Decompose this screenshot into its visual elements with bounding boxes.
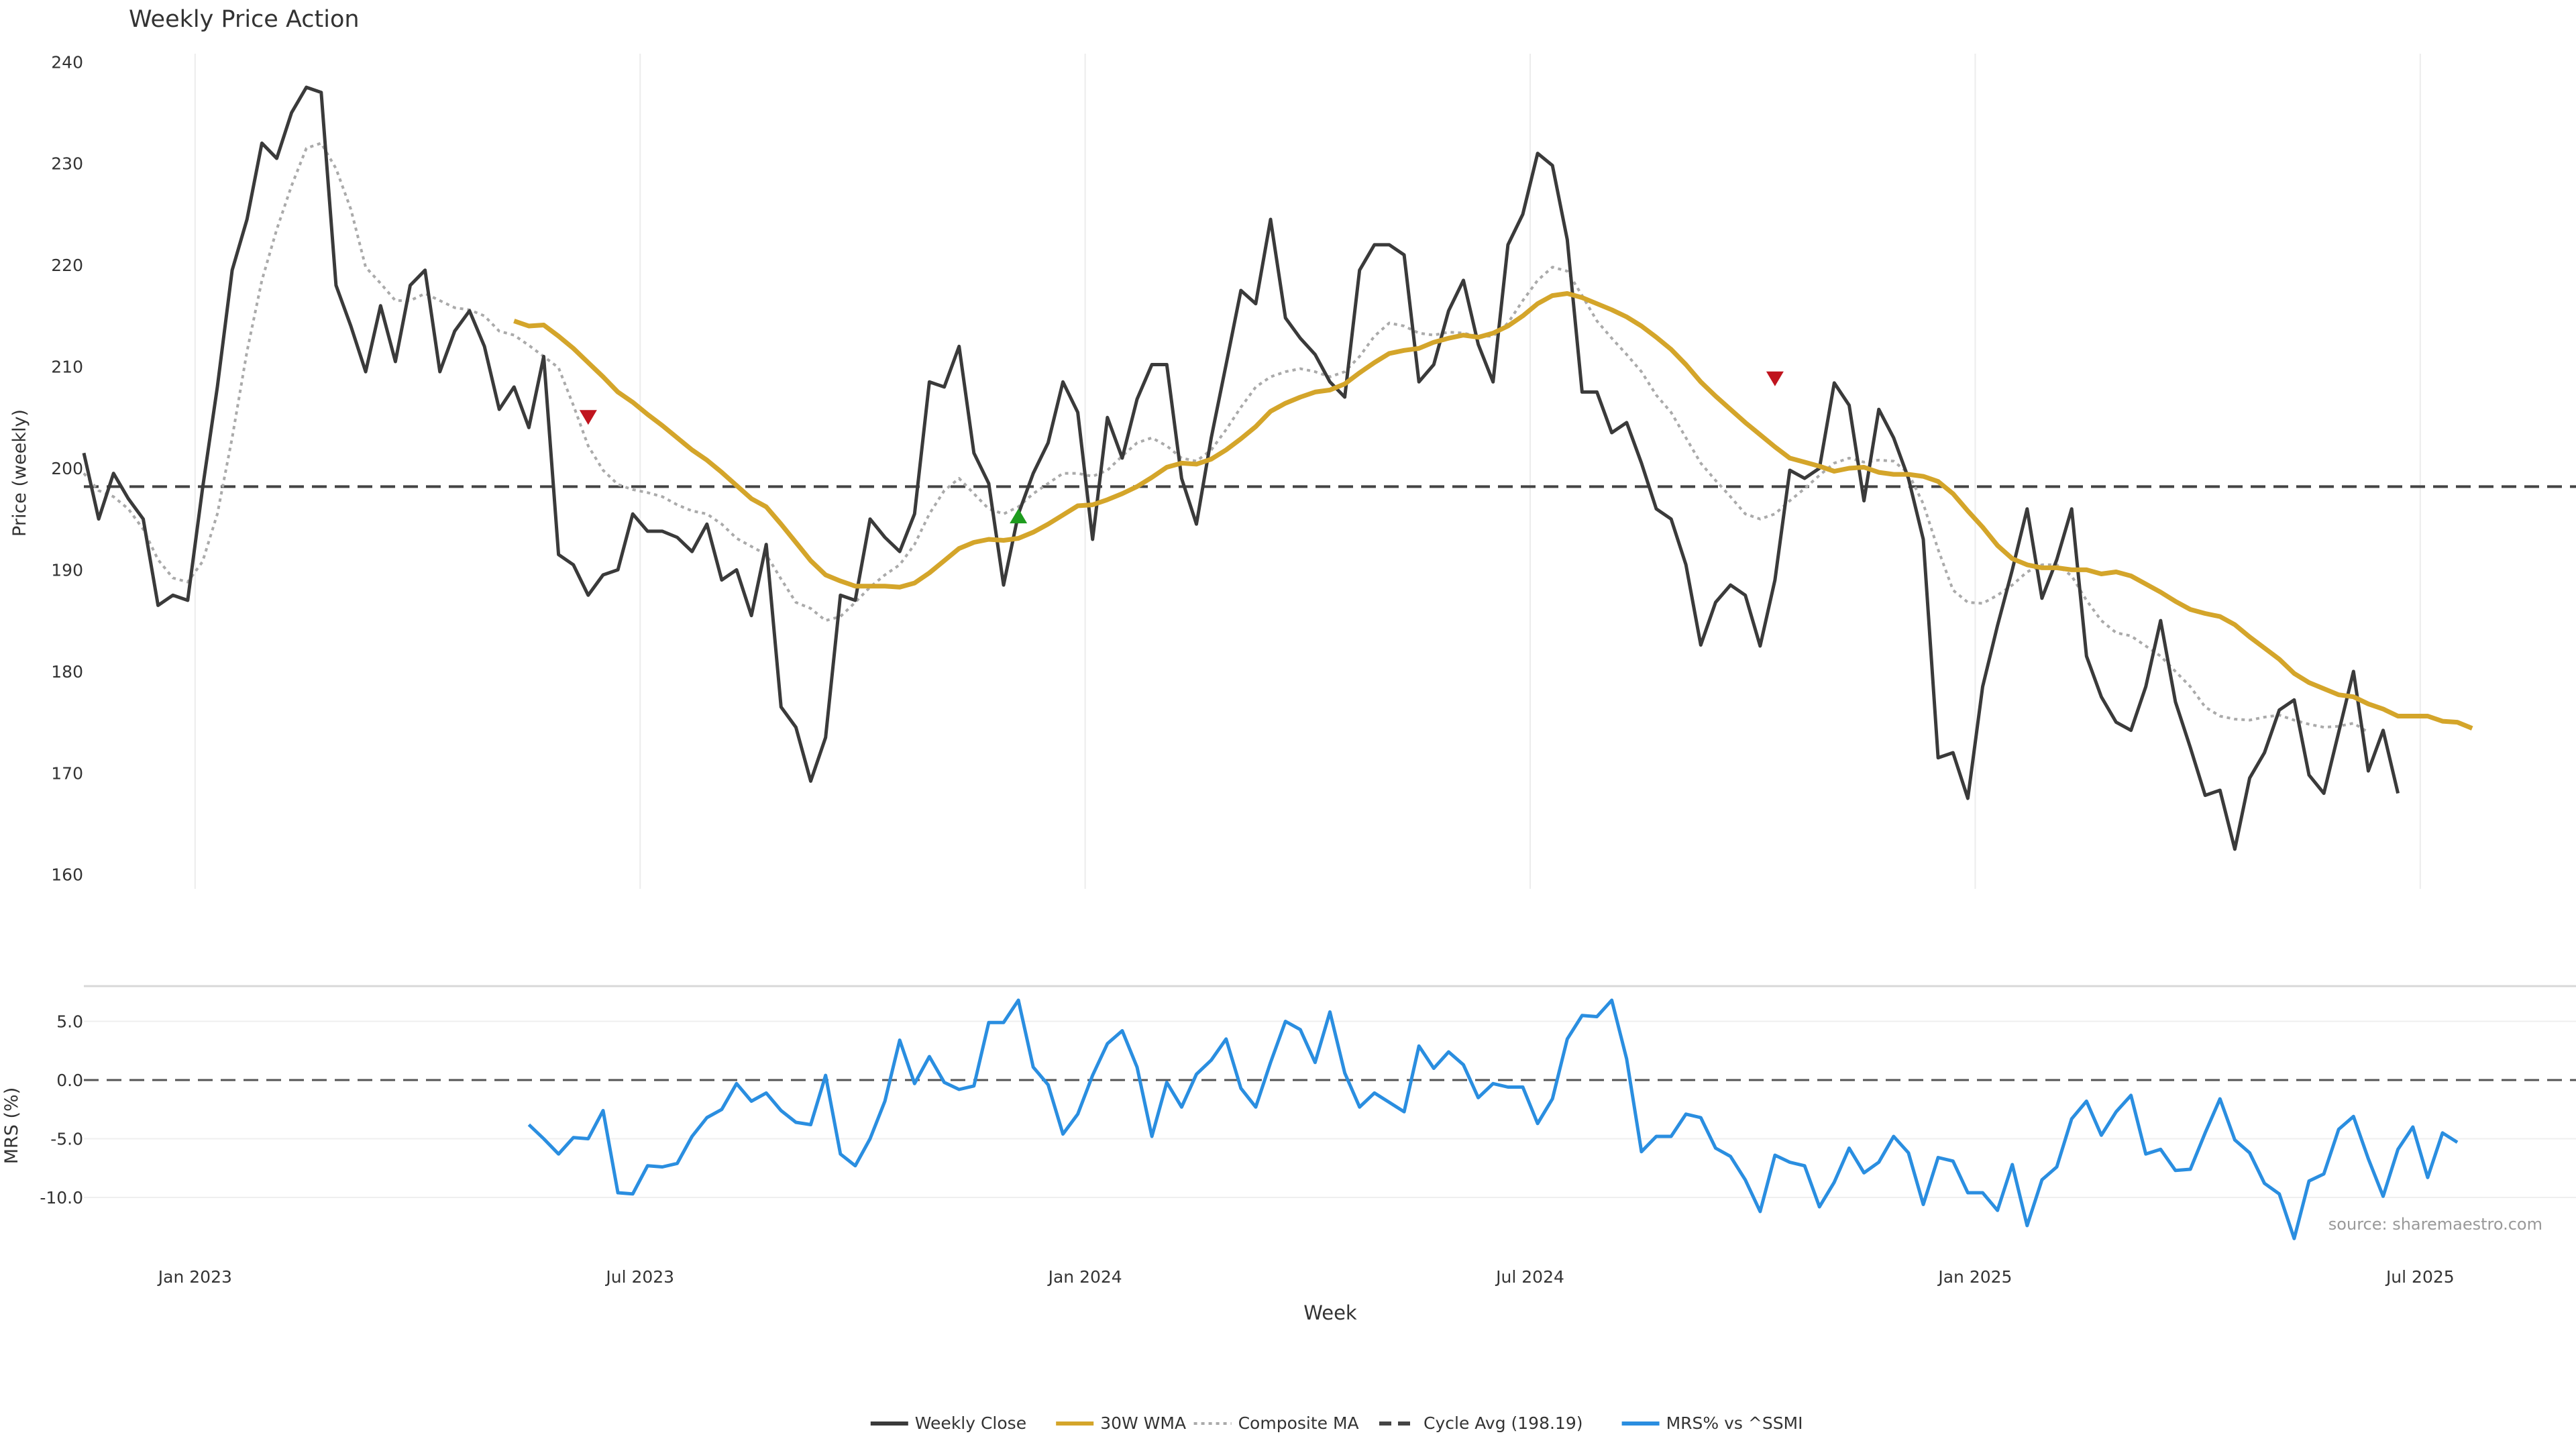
legend-label: 30W WMA: [1100, 1413, 1186, 1433]
mrs-y-axis-label: MRS (%): [1, 1087, 22, 1165]
x-tick-label: Jan 2024: [1047, 1267, 1122, 1287]
legend-label: Weekly Close: [915, 1413, 1026, 1433]
x-tick-label: Jul 2023: [604, 1267, 674, 1287]
price-y-tick-label: 220: [51, 256, 83, 275]
buy-signal-marker: [1010, 508, 1028, 524]
price-y-tick-label: 240: [51, 52, 83, 72]
weekly-close-line: [82, 85, 2400, 851]
mrs-grid: [84, 1020, 2576, 1198]
price-y-axis-label: Price (weekly): [9, 409, 30, 537]
price-y-tick-label: 200: [51, 459, 83, 478]
x-axis: Jan 2023 Jul 2023 Jan 2024 Jul 2024 Jan 2025…: [157, 1267, 2455, 1287]
legend-label: MRS% vs ^SSMI: [1666, 1413, 1803, 1433]
x-axis-label: Week: [1303, 1301, 1357, 1324]
price-y-tick-label: 190: [51, 560, 83, 580]
price-y-axis: 160 170 180 190 200 210 220 230 240: [51, 52, 83, 884]
chart-title: Weekly Price Action: [129, 6, 360, 33]
price-grid: [194, 54, 2421, 889]
legend: Weekly Close 30W WMA Composite MA Cycle Avg…: [870, 1413, 1803, 1433]
price-y-tick-label: 170: [51, 763, 83, 783]
legend-label: Cycle Avg (198.19): [1424, 1413, 1583, 1433]
mrs-y-tick-label: -10.0: [40, 1188, 83, 1208]
legend-label: Composite MA: [1238, 1413, 1359, 1433]
price-y-tick-label: 210: [51, 358, 83, 377]
mrs-line: [527, 998, 2459, 1240]
x-tick-label: Jul 2024: [1495, 1267, 1564, 1287]
sell-signal-marker: [1766, 371, 1784, 386]
x-tick-label: Jul 2025: [2385, 1267, 2455, 1287]
mrs-y-axis: -10.0 -5.0 0.0 5.0: [40, 1012, 83, 1208]
sell-signal-marker: [579, 410, 597, 425]
source-attribution: source: sharemaestro.com: [2328, 1215, 2542, 1234]
x-tick-label: Jan 2025: [1937, 1267, 2012, 1287]
mrs-y-tick-label: -5.0: [50, 1130, 83, 1149]
composite-ma-line: [83, 142, 2369, 734]
price-y-tick-label: 230: [51, 154, 83, 174]
mrs-y-tick-label: 5.0: [56, 1012, 83, 1032]
mrs-y-tick-label: 0.0: [56, 1071, 83, 1090]
price-y-tick-label: 180: [51, 662, 83, 682]
x-tick-label: Jan 2023: [157, 1267, 232, 1287]
signal-markers: [579, 371, 1784, 524]
wma-30w-line: [513, 291, 2473, 731]
price-y-tick-label: 160: [51, 865, 83, 885]
